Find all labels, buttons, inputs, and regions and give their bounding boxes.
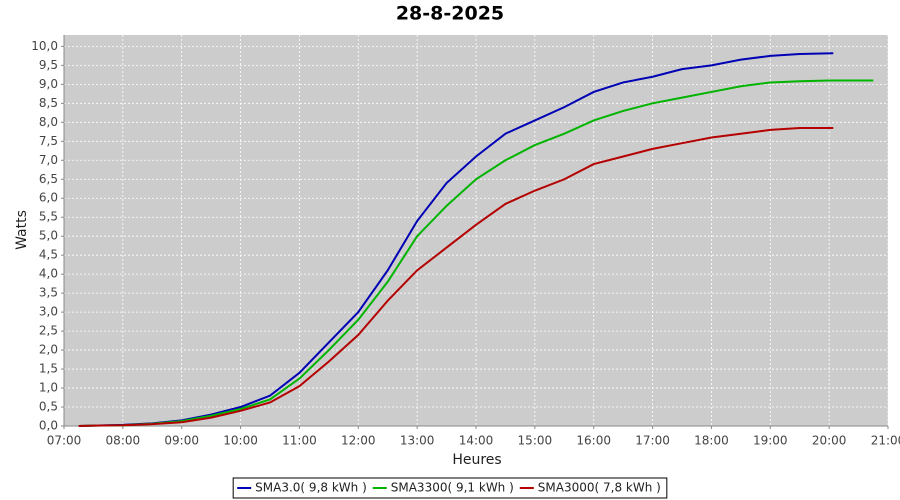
legend-label: SMA3.0( 9,8 kWh ): [255, 481, 367, 495]
y-tick-label: 0,5: [39, 400, 58, 414]
y-tick-label: 5,0: [39, 229, 58, 243]
legend: SMA3.0( 9,8 kWh ) SMA3300( 9,1 kWh ) SMA30…: [232, 477, 668, 499]
x-tick-label: 21:00: [871, 434, 900, 448]
x-tick-label: 16:00: [576, 434, 611, 448]
y-tick-label: 5,5: [39, 210, 58, 224]
y-tick-label: 0,0: [39, 419, 58, 433]
y-tick-label: 9,5: [39, 58, 58, 72]
y-tick-label: 8,0: [39, 115, 58, 129]
x-tick-label: 15:00: [518, 434, 553, 448]
y-tick-label: 6,0: [39, 191, 58, 205]
y-tick-label: 1,5: [39, 362, 58, 376]
x-axis-label: Heures: [452, 452, 501, 468]
x-tick-label: 11:00: [282, 434, 317, 448]
x-tick-label: 20:00: [812, 434, 847, 448]
chart-title: 28-8-2025: [396, 3, 504, 25]
x-tick-label: 08:00: [106, 434, 141, 448]
x-tick-label: 07:00: [47, 434, 82, 448]
y-tick-label: 9,0: [39, 77, 58, 91]
y-tick-label: 3,0: [39, 305, 58, 319]
y-tick-label: 4,0: [39, 267, 58, 281]
x-tick-label: 12:00: [341, 434, 376, 448]
y-tick-label: 2,0: [39, 343, 58, 357]
x-tick-label: 18:00: [694, 434, 729, 448]
x-tick-label: 13:00: [400, 434, 435, 448]
y-tick-label: 2,5: [39, 324, 58, 338]
x-tick-label: 14:00: [459, 434, 494, 448]
y-tick-label: 6,5: [39, 172, 58, 186]
y-tick-label: 8,5: [39, 96, 58, 110]
series-line: [78, 79, 874, 427]
y-tick-label: 7,0: [39, 153, 58, 167]
legend-label: SMA3000( 7,8 kWh ): [538, 481, 661, 495]
y-tick-label: 7,5: [39, 134, 58, 148]
legend-box: [232, 477, 668, 499]
y-tick-label: 10,0: [31, 39, 58, 53]
y-tick-label: 1,0: [39, 381, 58, 395]
x-tick-label: 19:00: [753, 434, 788, 448]
x-tick-label: 17:00: [635, 434, 670, 448]
legend-label: SMA3300( 9,1 kWh ): [391, 481, 514, 495]
y-axis-label: Watts: [14, 210, 30, 250]
y-tick-label: 3,5: [39, 286, 58, 300]
x-tick-label: 09:00: [164, 434, 199, 448]
y-tick-label: 4,5: [39, 248, 58, 262]
series-line: [78, 127, 834, 427]
x-tick-label: 10:00: [223, 434, 258, 448]
